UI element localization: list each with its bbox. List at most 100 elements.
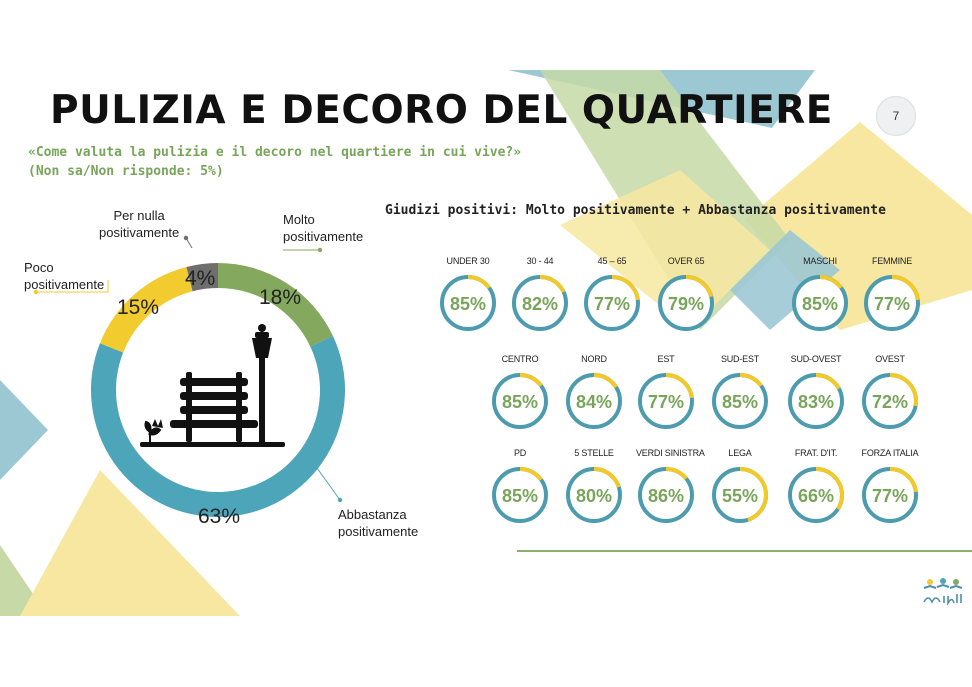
segment-donut: 30 - 44 82%	[510, 255, 570, 333]
segment-label: FRAT. D'IT.	[794, 448, 838, 458]
label-molto-line1: Molto	[283, 212, 315, 227]
label-poco-line1: Poco	[24, 260, 54, 275]
segment-ring: 85%	[712, 373, 768, 429]
segment-value: 80%	[576, 486, 612, 506]
segment-label: 45 – 65	[597, 256, 627, 266]
segment-ring-remainder	[864, 275, 920, 331]
segment-value: 72%	[872, 392, 908, 412]
segment-label: 5 STELLE	[574, 448, 614, 458]
segment-donut: PD 85%	[490, 447, 550, 525]
segment-ring: 80%	[566, 467, 622, 523]
segment-ring-remainder	[512, 275, 568, 331]
segment-label: LEGA	[728, 448, 752, 458]
segment-ring-remainder	[492, 467, 548, 523]
leader-line-poco	[36, 280, 109, 293]
segment-label: FEMMINE	[871, 256, 913, 266]
segment-label: PD	[513, 448, 527, 458]
label-molto-line2: positivamente	[283, 229, 364, 244]
segment-ring-remainder	[440, 275, 496, 331]
segment-ring-remainder	[584, 275, 640, 331]
segment-value: 85%	[502, 486, 538, 506]
segment-value: 77%	[594, 294, 630, 314]
segment-ring-remainder	[566, 373, 622, 429]
segment-value: 77%	[872, 486, 908, 506]
segment-ring: 86%	[638, 467, 694, 523]
segment-donut: 5 STELLE 80%	[564, 447, 624, 525]
segment-ring: 85%	[440, 275, 496, 331]
segment-ring: 77%	[638, 373, 694, 429]
segment-donut: OVEST 72%	[860, 353, 920, 431]
segment-donut: LEGA 55%	[710, 447, 770, 525]
page-title: PULIZIA E DECORO DEL QUARTIERE	[50, 88, 833, 133]
segment-ring-remainder	[638, 373, 694, 429]
segment-label: SUD-OVEST	[790, 354, 842, 364]
leader-line-abbastanza	[316, 467, 341, 501]
segment-value: 86%	[648, 486, 684, 506]
segment-ring: 77%	[584, 275, 640, 331]
segment-value: 85%	[450, 294, 486, 314]
segment-value: 85%	[502, 392, 538, 412]
winpoll-logo-icon	[923, 578, 963, 607]
segment-donut: FEMMINE 77%	[862, 255, 922, 333]
label-poco-line2: positivamente	[24, 277, 105, 292]
leader-dot-abbastanza	[337, 497, 343, 503]
label-per-nulla-line2: positivamente	[99, 225, 180, 240]
segment-ring-remainder	[712, 373, 768, 429]
leader-dot-molto	[317, 247, 323, 253]
slice-poco	[99, 266, 193, 353]
segment-ring-remainder	[792, 275, 848, 331]
segment-label: CENTRO	[501, 354, 539, 364]
segment-ring-remainder	[638, 467, 694, 523]
segment-ring: 84%	[566, 373, 622, 429]
segment-label: FORZA ITALIA	[861, 448, 919, 458]
segment-label: VERDI SINISTRA	[636, 448, 705, 458]
segment-ring-remainder	[862, 373, 918, 429]
positive-ratings-title: Giudizi positivi: Molto positivamente + …	[385, 203, 886, 218]
segment-donut: FORZA ITALIA 77%	[860, 447, 920, 525]
segment-ring-remainder	[862, 467, 918, 523]
segment-ring: 72%	[862, 373, 918, 429]
label-abbastanza: Abbastanza positivamente	[338, 506, 418, 540]
segment-ring-remainder	[712, 467, 768, 523]
segment-label: OVEST	[875, 354, 905, 364]
segment-value: 83%	[798, 392, 834, 412]
segment-ring: 83%	[788, 373, 844, 429]
segment-donut: NORD 84%	[564, 353, 624, 431]
segment-ring-remainder	[492, 373, 548, 429]
divider-line	[517, 550, 972, 552]
segment-ring-remainder	[788, 467, 844, 523]
segment-label: MASCHI	[803, 256, 837, 266]
slice-molto	[218, 263, 333, 347]
segment-donut: CENTRO 85%	[490, 353, 550, 431]
no-answer-note: (Non sa/Non risponde: 5%)	[28, 164, 224, 179]
slice-value-per-nulla: 4%	[185, 267, 216, 290]
segment-donut: SUD-EST 85%	[710, 353, 770, 431]
segment-value: 85%	[722, 392, 758, 412]
segment-value: 79%	[668, 294, 704, 314]
main-donut-slices	[91, 263, 345, 517]
page-number-badge: 7	[876, 96, 916, 136]
slice-abbastanza	[91, 335, 345, 517]
label-abbastanza-line2: positivamente	[338, 524, 419, 539]
segment-ring: 82%	[512, 275, 568, 331]
survey-question: «Come valuta la pulizia e il decoro nel …	[28, 145, 522, 160]
segment-label: OVER 65	[667, 256, 705, 266]
leader-lines	[33, 235, 343, 503]
segment-label: NORD	[581, 354, 607, 364]
label-per-nulla-line1: Per nulla	[113, 208, 165, 223]
segment-donut: UNDER 30 85%	[438, 255, 498, 333]
segment-donut: EST 77%	[636, 353, 696, 431]
slice-value-poco: 15%	[117, 296, 160, 319]
slice-value-abbastanza: 63%	[198, 505, 241, 528]
label-molto: Molto positivamente	[283, 211, 363, 245]
segment-ring: 55%	[712, 467, 768, 523]
segment-label: UNDER 30	[446, 256, 490, 266]
segment-value: 55%	[722, 486, 758, 506]
segment-donut: SUD-OVEST 83%	[786, 353, 846, 431]
deco-teal-triangle-left	[0, 380, 48, 480]
segment-donut: MASCHI 85%	[790, 255, 850, 333]
segment-ring: 85%	[492, 373, 548, 429]
label-abbastanza-line1: Abbastanza	[338, 507, 407, 522]
segment-value: 82%	[522, 294, 558, 314]
